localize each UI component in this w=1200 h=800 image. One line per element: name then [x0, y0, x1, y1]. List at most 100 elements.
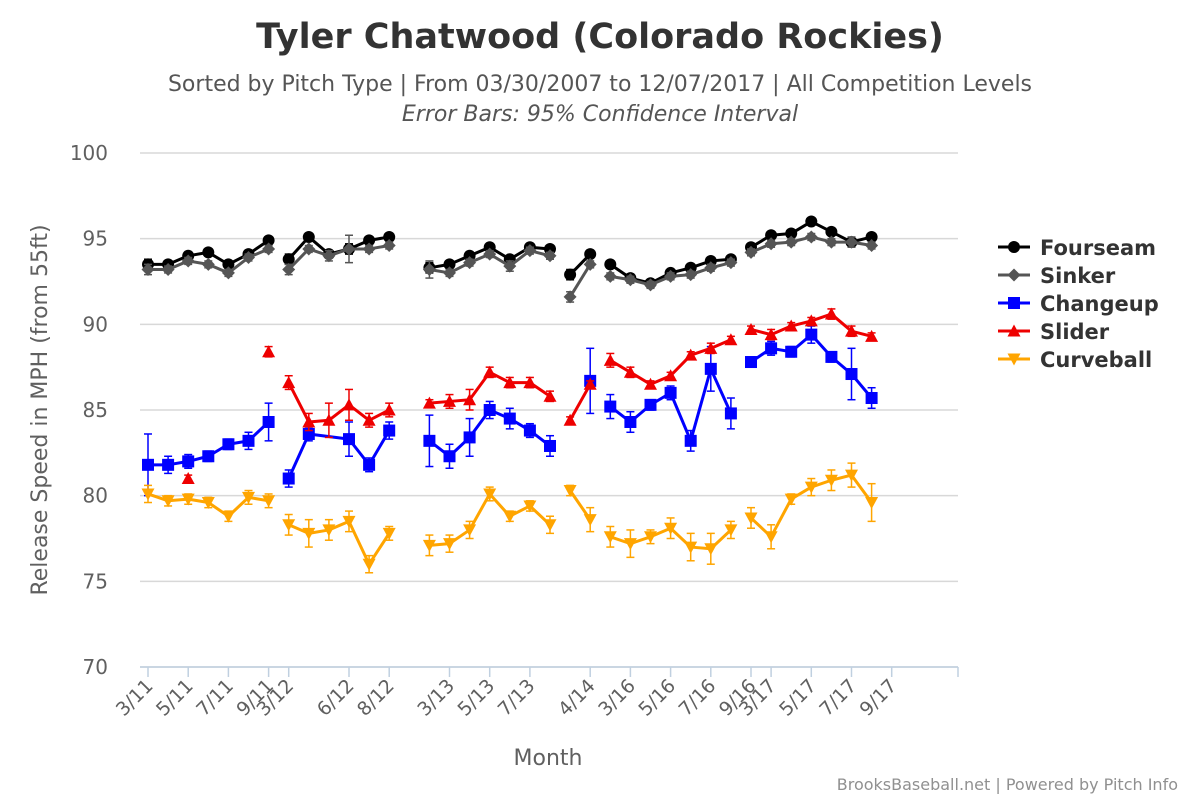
x-axis [140, 666, 959, 677]
curveball-point [483, 488, 497, 501]
fourseam-point [443, 258, 456, 271]
sinker-point [583, 257, 597, 271]
legend-marker-changeup [1008, 297, 1020, 309]
legend-label-changeup: Changeup [1040, 292, 1159, 316]
changeup-point [664, 386, 677, 399]
series-fourseam [142, 215, 878, 290]
slider-point [744, 322, 758, 335]
sinker-line [568, 263, 592, 298]
slider-line [568, 383, 592, 422]
curveball-point [543, 519, 557, 532]
changeup-point [343, 433, 355, 446]
slider-point [623, 365, 637, 378]
curveball-point [463, 524, 477, 537]
legend-item-sinker[interactable]: Sinker [998, 264, 1116, 288]
fourseam-point [282, 253, 295, 266]
curveball-point [422, 539, 436, 552]
sinker-point [824, 235, 838, 249]
x-tick-label: 7/13 [494, 675, 540, 721]
credits[interactable]: BrooksBaseball.net | Powered by Pitch In… [837, 775, 1178, 794]
curveball-point [221, 510, 235, 523]
changeup-point [282, 472, 295, 485]
slider-point [181, 472, 195, 485]
sinker-point [422, 263, 436, 277]
curveball-point [382, 527, 396, 540]
slider-point [282, 376, 296, 389]
slider-point [483, 365, 497, 378]
fourseam-point [564, 268, 577, 281]
slider-point [824, 307, 838, 320]
fourseam-point [865, 230, 878, 243]
slider-point [664, 369, 678, 382]
changeup-point [242, 434, 255, 447]
y-tick-label: 100 [70, 141, 108, 165]
curveball-point [322, 524, 336, 537]
changeup-point [805, 328, 818, 341]
sinker-point [744, 245, 758, 259]
sinker-point [221, 266, 235, 280]
curveball-point [865, 497, 879, 510]
legend-label-slider: Slider [1040, 320, 1110, 344]
sinker-point [161, 263, 175, 277]
slider-point [684, 348, 698, 361]
y-tick-label: 80 [83, 484, 108, 508]
slider-point [322, 413, 336, 426]
y-tick-label: 75 [83, 569, 108, 593]
curveball-point [784, 493, 798, 506]
changeup-point [765, 342, 778, 355]
legend-item-changeup[interactable]: Changeup [998, 292, 1159, 316]
fourseam-point [604, 258, 617, 271]
legend-label-curveball: Curveball [1040, 348, 1152, 372]
fourseam-point [584, 248, 597, 261]
fourseam-point [765, 229, 778, 242]
legend-item-fourseam[interactable]: Fourseam [998, 236, 1156, 260]
changeup-point [162, 458, 175, 471]
changeup-point [363, 458, 376, 471]
sinker-point [784, 235, 798, 249]
sinker-point [724, 256, 738, 270]
sinker-point [262, 242, 276, 256]
changeup-point [604, 400, 617, 413]
curveball-point [201, 497, 215, 510]
changeup-point [785, 345, 798, 358]
sinker-point [644, 278, 657, 292]
sinker-point [684, 268, 698, 282]
changeup-point [704, 362, 717, 375]
sinker-point [704, 261, 718, 275]
legend-label-sinker: Sinker [1040, 264, 1116, 288]
x-tick-label: 3/13 [413, 675, 459, 721]
slider-point [724, 333, 738, 346]
sinker-point [342, 242, 356, 256]
x-tick-label: 8/12 [353, 675, 399, 721]
curveball-point [262, 495, 276, 508]
legend-item-slider[interactable]: Slider [998, 320, 1110, 344]
fourseam-point [302, 230, 315, 243]
chart-error-bar-note: Error Bars: 95% Confidence Interval [402, 102, 798, 127]
y-tick-label: 85 [83, 398, 108, 422]
sinker-point [603, 269, 617, 283]
curveball-point [644, 531, 657, 544]
sinker-point [483, 247, 497, 261]
legend[interactable]: Fourseam Sinker Changeup Slider Curveball [998, 236, 1159, 372]
plot-area [141, 215, 879, 574]
sinker-point [664, 269, 678, 283]
fourseam-point [805, 215, 818, 228]
x-tick-label: 7/16 [675, 675, 721, 721]
curveball-point [664, 522, 678, 535]
curveball-point [824, 474, 838, 487]
x-tick-label: 5/17 [775, 675, 821, 721]
curveball-point [443, 538, 456, 551]
chart-title: Tyler Chatwood (Colorado Rockies) [256, 17, 944, 57]
changeup-point [483, 404, 496, 416]
changeup-point [724, 407, 737, 420]
curveball-point [302, 527, 316, 540]
curveball-point [503, 510, 517, 523]
sinker-point [563, 290, 577, 304]
legend-item-curveball[interactable]: Curveball [998, 348, 1152, 372]
curveball-point [342, 515, 356, 528]
slider-point [362, 413, 376, 426]
y-tick-label: 95 [83, 227, 108, 251]
curveball-point [623, 538, 637, 551]
series-curveball [141, 462, 879, 574]
curveball-point [583, 514, 597, 527]
